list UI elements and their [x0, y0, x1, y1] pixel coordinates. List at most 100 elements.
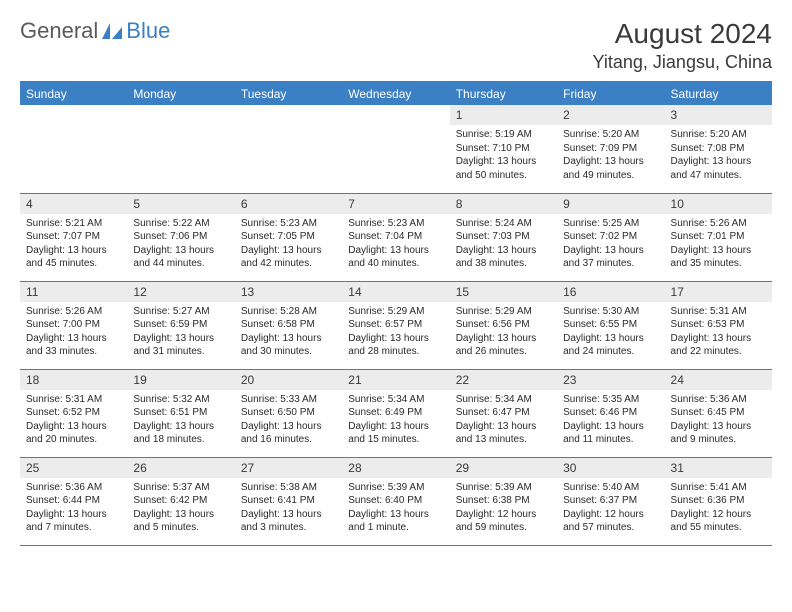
day-details: Sunrise: 5:39 AMSunset: 6:38 PMDaylight:… — [450, 478, 557, 539]
day-details: Sunrise: 5:29 AMSunset: 6:56 PMDaylight:… — [450, 302, 557, 363]
day-details: Sunrise: 5:19 AMSunset: 7:10 PMDaylight:… — [450, 125, 557, 186]
day-number: 28 — [342, 458, 449, 478]
day-cell: 22Sunrise: 5:34 AMSunset: 6:47 PMDayligh… — [450, 369, 557, 457]
day-number: 20 — [235, 370, 342, 390]
month-title: August 2024 — [593, 18, 772, 50]
day-number: 18 — [20, 370, 127, 390]
day-cell — [235, 105, 342, 193]
day-details: Sunrise: 5:23 AMSunset: 7:05 PMDaylight:… — [235, 214, 342, 275]
day-cell — [20, 105, 127, 193]
day-cell: 29Sunrise: 5:39 AMSunset: 6:38 PMDayligh… — [450, 457, 557, 545]
day-cell: 10Sunrise: 5:26 AMSunset: 7:01 PMDayligh… — [665, 193, 772, 281]
day-details: Sunrise: 5:20 AMSunset: 7:08 PMDaylight:… — [665, 125, 772, 186]
day-cell: 25Sunrise: 5:36 AMSunset: 6:44 PMDayligh… — [20, 457, 127, 545]
week-row: 1Sunrise: 5:19 AMSunset: 7:10 PMDaylight… — [20, 105, 772, 193]
day-number: 31 — [665, 458, 772, 478]
day-details: Sunrise: 5:28 AMSunset: 6:58 PMDaylight:… — [235, 302, 342, 363]
day-number: 22 — [450, 370, 557, 390]
day-number: 13 — [235, 282, 342, 302]
day-cell: 18Sunrise: 5:31 AMSunset: 6:52 PMDayligh… — [20, 369, 127, 457]
day-cell: 13Sunrise: 5:28 AMSunset: 6:58 PMDayligh… — [235, 281, 342, 369]
day-cell: 17Sunrise: 5:31 AMSunset: 6:53 PMDayligh… — [665, 281, 772, 369]
day-cell: 14Sunrise: 5:29 AMSunset: 6:57 PMDayligh… — [342, 281, 449, 369]
day-cell — [342, 105, 449, 193]
day-number: 9 — [557, 194, 664, 214]
day-header: Tuesday — [235, 83, 342, 105]
day-header: Wednesday — [342, 83, 449, 105]
logo-sail-icon — [100, 21, 124, 41]
day-header: Friday — [557, 83, 664, 105]
day-number: 3 — [665, 105, 772, 125]
day-number: 24 — [665, 370, 772, 390]
day-details: Sunrise: 5:31 AMSunset: 6:53 PMDaylight:… — [665, 302, 772, 363]
day-cell: 23Sunrise: 5:35 AMSunset: 6:46 PMDayligh… — [557, 369, 664, 457]
day-details: Sunrise: 5:23 AMSunset: 7:04 PMDaylight:… — [342, 214, 449, 275]
day-number: 25 — [20, 458, 127, 478]
day-details: Sunrise: 5:32 AMSunset: 6:51 PMDaylight:… — [127, 390, 234, 451]
day-number: 8 — [450, 194, 557, 214]
calendar-table: SundayMondayTuesdayWednesdayThursdayFrid… — [20, 83, 772, 546]
day-number: 7 — [342, 194, 449, 214]
week-row: 11Sunrise: 5:26 AMSunset: 7:00 PMDayligh… — [20, 281, 772, 369]
day-details: Sunrise: 5:34 AMSunset: 6:47 PMDaylight:… — [450, 390, 557, 451]
day-number: 14 — [342, 282, 449, 302]
day-cell: 24Sunrise: 5:36 AMSunset: 6:45 PMDayligh… — [665, 369, 772, 457]
day-number: 27 — [235, 458, 342, 478]
day-number: 6 — [235, 194, 342, 214]
day-number: 16 — [557, 282, 664, 302]
day-details: Sunrise: 5:29 AMSunset: 6:57 PMDaylight:… — [342, 302, 449, 363]
day-number: 19 — [127, 370, 234, 390]
day-header: Saturday — [665, 83, 772, 105]
day-details: Sunrise: 5:41 AMSunset: 6:36 PMDaylight:… — [665, 478, 772, 539]
week-row: 4Sunrise: 5:21 AMSunset: 7:07 PMDaylight… — [20, 193, 772, 281]
day-details: Sunrise: 5:22 AMSunset: 7:06 PMDaylight:… — [127, 214, 234, 275]
day-cell: 7Sunrise: 5:23 AMSunset: 7:04 PMDaylight… — [342, 193, 449, 281]
day-cell: 6Sunrise: 5:23 AMSunset: 7:05 PMDaylight… — [235, 193, 342, 281]
day-details: Sunrise: 5:27 AMSunset: 6:59 PMDaylight:… — [127, 302, 234, 363]
location: Yitang, Jiangsu, China — [593, 52, 772, 73]
day-cell: 21Sunrise: 5:34 AMSunset: 6:49 PMDayligh… — [342, 369, 449, 457]
day-cell: 4Sunrise: 5:21 AMSunset: 7:07 PMDaylight… — [20, 193, 127, 281]
day-cell: 11Sunrise: 5:26 AMSunset: 7:00 PMDayligh… — [20, 281, 127, 369]
day-number: 12 — [127, 282, 234, 302]
day-number: 29 — [450, 458, 557, 478]
title-block: August 2024 Yitang, Jiangsu, China — [593, 18, 772, 73]
day-number: 15 — [450, 282, 557, 302]
day-cell: 8Sunrise: 5:24 AMSunset: 7:03 PMDaylight… — [450, 193, 557, 281]
day-details: Sunrise: 5:26 AMSunset: 7:01 PMDaylight:… — [665, 214, 772, 275]
day-cell: 12Sunrise: 5:27 AMSunset: 6:59 PMDayligh… — [127, 281, 234, 369]
day-cell: 19Sunrise: 5:32 AMSunset: 6:51 PMDayligh… — [127, 369, 234, 457]
day-cell: 28Sunrise: 5:39 AMSunset: 6:40 PMDayligh… — [342, 457, 449, 545]
day-header: Sunday — [20, 83, 127, 105]
week-row: 18Sunrise: 5:31 AMSunset: 6:52 PMDayligh… — [20, 369, 772, 457]
logo-text-2: Blue — [126, 18, 170, 44]
day-details: Sunrise: 5:21 AMSunset: 7:07 PMDaylight:… — [20, 214, 127, 275]
day-details: Sunrise: 5:36 AMSunset: 6:44 PMDaylight:… — [20, 478, 127, 539]
day-cell: 31Sunrise: 5:41 AMSunset: 6:36 PMDayligh… — [665, 457, 772, 545]
week-row: 25Sunrise: 5:36 AMSunset: 6:44 PMDayligh… — [20, 457, 772, 545]
day-cell: 2Sunrise: 5:20 AMSunset: 7:09 PMDaylight… — [557, 105, 664, 193]
day-number: 23 — [557, 370, 664, 390]
day-cell: 30Sunrise: 5:40 AMSunset: 6:37 PMDayligh… — [557, 457, 664, 545]
day-header: Monday — [127, 83, 234, 105]
day-cell: 15Sunrise: 5:29 AMSunset: 6:56 PMDayligh… — [450, 281, 557, 369]
day-details: Sunrise: 5:34 AMSunset: 6:49 PMDaylight:… — [342, 390, 449, 451]
day-details: Sunrise: 5:38 AMSunset: 6:41 PMDaylight:… — [235, 478, 342, 539]
day-details: Sunrise: 5:24 AMSunset: 7:03 PMDaylight:… — [450, 214, 557, 275]
day-number: 1 — [450, 105, 557, 125]
day-details: Sunrise: 5:36 AMSunset: 6:45 PMDaylight:… — [665, 390, 772, 451]
day-number: 4 — [20, 194, 127, 214]
day-cell: 1Sunrise: 5:19 AMSunset: 7:10 PMDaylight… — [450, 105, 557, 193]
day-details: Sunrise: 5:37 AMSunset: 6:42 PMDaylight:… — [127, 478, 234, 539]
day-details: Sunrise: 5:39 AMSunset: 6:40 PMDaylight:… — [342, 478, 449, 539]
page-header: General Blue August 2024 Yitang, Jiangsu… — [20, 18, 772, 73]
day-cell: 16Sunrise: 5:30 AMSunset: 6:55 PMDayligh… — [557, 281, 664, 369]
day-header-row: SundayMondayTuesdayWednesdayThursdayFrid… — [20, 83, 772, 105]
day-header: Thursday — [450, 83, 557, 105]
day-details: Sunrise: 5:20 AMSunset: 7:09 PMDaylight:… — [557, 125, 664, 186]
day-number: 21 — [342, 370, 449, 390]
day-cell: 26Sunrise: 5:37 AMSunset: 6:42 PMDayligh… — [127, 457, 234, 545]
day-number: 2 — [557, 105, 664, 125]
logo-text-1: General — [20, 18, 98, 44]
day-number: 17 — [665, 282, 772, 302]
